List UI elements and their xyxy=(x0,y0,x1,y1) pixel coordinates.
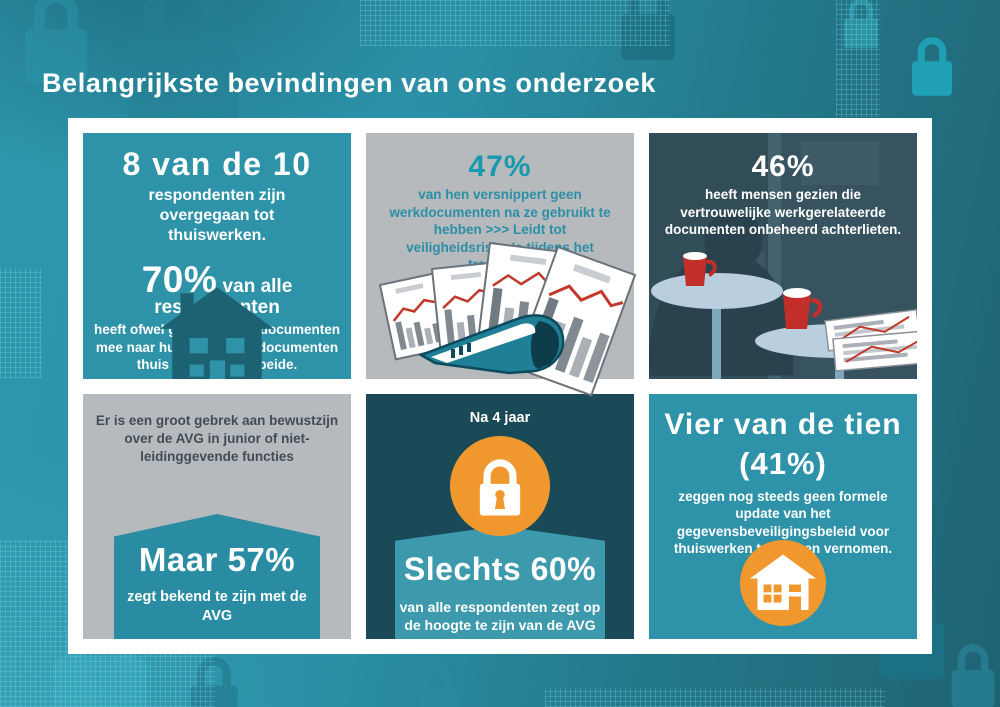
awareness-intro-text: Er is een groot gebrek aan bewustzijn ov… xyxy=(95,412,339,464)
panel-home-working: 8 van de 10 respondenten zijn overgegaan… xyxy=(83,133,351,379)
background-grid-pattern xyxy=(360,0,670,46)
paper-icon xyxy=(832,329,917,372)
house-icon xyxy=(750,554,816,610)
stat-41: (41%) xyxy=(739,445,827,481)
page-title: Belangrijkste bevindingen van ons onderz… xyxy=(42,68,656,99)
stat-8-of-10: 8 van de 10 xyxy=(122,146,312,182)
window-shape xyxy=(801,141,879,185)
stat-8-of-10-caption: respondenten zijn overgegaan tot thuiswe… xyxy=(148,187,286,244)
coffee-mug-icon xyxy=(783,287,823,329)
stat-46: 46% xyxy=(751,150,815,183)
panel-after-four-years: Na 4 jaar Slechts 60% van alle responden… xyxy=(366,393,634,639)
house-shape-callout: Slechts 60% van alle respondenten zegt o… xyxy=(395,526,605,639)
stat-46-caption: heeft mensen gezien die vertrouwelijke w… xyxy=(664,187,902,238)
panel-avg-awareness: Er is een groot gebrek aan bewustzijn ov… xyxy=(83,393,351,639)
kicker-na-4-jaar: Na 4 jaar xyxy=(469,409,531,426)
background-grid-pattern xyxy=(836,0,880,120)
coffee-mug-icon xyxy=(683,251,717,286)
findings-card: 8 van de 10 respondenten zijn overgegaan… xyxy=(68,118,932,654)
background-lock-icon xyxy=(944,636,1000,707)
padlock-icon xyxy=(479,458,521,516)
documents-and-train-illustration xyxy=(378,241,637,397)
stat-57: Maar 57% xyxy=(138,541,296,578)
panel-unattended-documents: 46% heeft mensen gezien die vertrouwelij… xyxy=(649,133,917,379)
lock-badge xyxy=(450,435,550,536)
stat-47: 47% xyxy=(468,150,532,183)
background-grid-pattern xyxy=(545,688,885,707)
background-lock-icon xyxy=(905,30,959,100)
cafe-tables-illustration xyxy=(651,251,917,379)
table-top xyxy=(651,272,783,309)
background-grid-pattern xyxy=(0,268,42,378)
house-shape-callout: Maar 57% zegt bekend te zijn met de AVG xyxy=(114,514,320,639)
house-badge xyxy=(740,540,826,626)
stat-4-of-10: Vier van de tien xyxy=(664,407,902,441)
train-icon xyxy=(418,313,565,374)
panel-shredding: 47% van hen versnippert geen werkdocumen… xyxy=(366,133,637,397)
background-lock-icon xyxy=(410,658,466,707)
panel-policy-update: Vier van de tien (41%) zeggen nog steeds… xyxy=(649,393,917,639)
stat-60-caption: van alle respondenten zegt op de hoogte … xyxy=(399,599,601,634)
stat-57-caption: zegt bekend te zijn met de AVG xyxy=(127,589,307,624)
stat-60: Slechts 60% xyxy=(403,551,597,587)
house-icon xyxy=(160,286,274,379)
stat-70: 70% xyxy=(141,259,218,300)
